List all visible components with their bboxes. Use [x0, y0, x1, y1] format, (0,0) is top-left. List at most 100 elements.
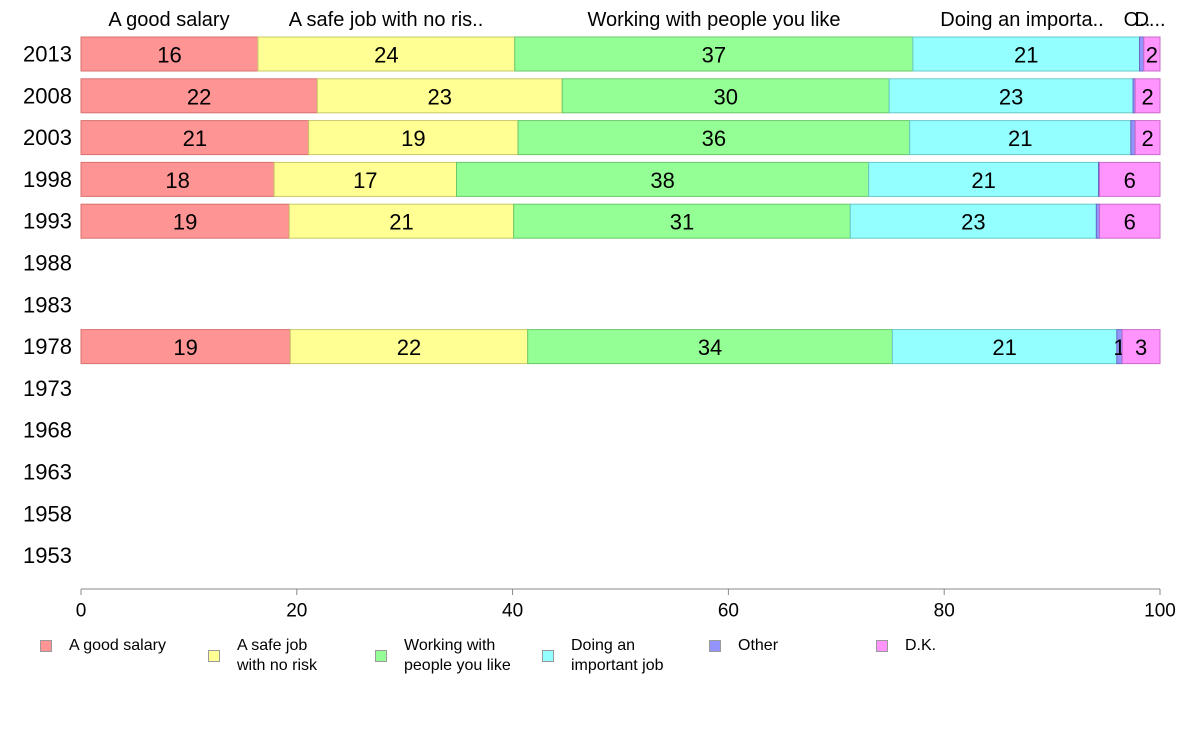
top-category-label: O..: [1124, 9, 1151, 31]
data-label: 21: [389, 210, 413, 235]
legend-item-safe-job: A safe job with no risk: [208, 636, 317, 676]
year-label: 1988: [23, 251, 72, 276]
data-label: 34: [698, 335, 722, 360]
bar-segment: [1143, 36, 1161, 72]
stacked-bar-chart: 2013200820031998199319881983197819731968…: [23, 9, 1176, 622]
top-category-label: D...: [1134, 9, 1165, 31]
bar-segment: [1134, 120, 1161, 156]
data-label: 21: [971, 168, 995, 193]
data-label: 19: [173, 210, 197, 235]
bar-segment: [80, 120, 310, 156]
data-label: 3: [1135, 335, 1147, 360]
x-tick-label: 80: [934, 601, 955, 622]
legend-item-other: Other: [709, 636, 778, 656]
legend-item-important-job: Doing an important job: [542, 636, 664, 676]
year-label: 1973: [23, 376, 72, 401]
legend-label: Doing an important job: [571, 637, 664, 674]
x-tick-label: 40: [502, 601, 523, 622]
bar-segment: [308, 120, 519, 156]
data-label: 30: [713, 84, 737, 109]
data-label: 2: [1141, 126, 1153, 151]
bar-segment: [849, 203, 1097, 239]
data-label: 21: [1008, 126, 1032, 151]
year-label: 1993: [23, 209, 72, 234]
year-label: 1983: [23, 292, 72, 317]
bar-segment: [1130, 120, 1136, 156]
bar-segment: [273, 161, 457, 197]
year-label: 2008: [23, 83, 72, 108]
year-label: 2003: [23, 125, 72, 150]
data-label: 17: [353, 168, 377, 193]
data-label: 23: [961, 210, 985, 235]
x-tick-label: 100: [1144, 601, 1176, 622]
data-label: 23: [999, 84, 1023, 109]
data-label: 24: [374, 43, 398, 68]
year-label: 2013: [23, 42, 72, 67]
top-category-label: Working with people you like: [587, 9, 840, 31]
data-label: 37: [702, 43, 726, 68]
year-label: 1963: [23, 460, 72, 485]
legend-label: Other: [738, 637, 779, 654]
x-tick-label: 20: [286, 601, 307, 622]
data-label: 21: [1014, 43, 1038, 68]
legend-swatch: [375, 650, 387, 662]
year-label: 1968: [23, 418, 72, 443]
bar-segment: [455, 161, 870, 197]
bar-segment: [80, 161, 275, 197]
legend-label: A safe job with no risk: [237, 637, 318, 674]
data-label: 6: [1124, 168, 1136, 193]
x-tick-label: 60: [718, 601, 739, 622]
data-label: 36: [702, 126, 726, 151]
legend-swatch: [208, 650, 220, 662]
legend-item-working-with-people: Working with people you like: [375, 636, 511, 676]
bar-segment: [1099, 161, 1161, 197]
data-label: 38: [650, 168, 674, 193]
data-label: 6: [1124, 210, 1136, 235]
bar-segment: [1121, 329, 1161, 365]
data-label: 31: [670, 210, 694, 235]
legend-item-dk: D.K.: [876, 636, 936, 656]
bar-segment: [257, 36, 516, 72]
data-label: 23: [428, 84, 452, 109]
bar-segment: [316, 78, 563, 114]
bar-segment: [80, 329, 291, 365]
bar-segment: [80, 78, 318, 114]
bar-segment: [1134, 78, 1161, 114]
bar-segment: [288, 203, 515, 239]
top-category-label: Doing an importa..: [940, 9, 1103, 31]
bar-segment: [289, 329, 529, 365]
data-label: 19: [173, 335, 197, 360]
bar-segment: [80, 203, 290, 239]
data-label: 16: [157, 43, 181, 68]
legend-label: D.K.: [905, 637, 937, 654]
bar-segment: [513, 203, 851, 239]
bar-segment: [868, 161, 1099, 197]
data-label: 2: [1141, 84, 1153, 109]
bar-segment: [80, 36, 259, 72]
year-label: 1958: [23, 501, 72, 526]
legend-swatch: [876, 640, 888, 652]
data-label: 19: [401, 126, 425, 151]
top-category-label: A good salary: [108, 9, 229, 31]
chart-legend: A good salary A safe job with no risk Wo…: [40, 636, 1150, 686]
data-label: 21: [992, 335, 1016, 360]
data-label: 22: [397, 335, 421, 360]
legend-swatch: [542, 650, 554, 662]
bar-segment: [517, 120, 911, 156]
bar-segment: [888, 78, 1134, 114]
legend-swatch: [709, 640, 721, 652]
data-label: 21: [183, 126, 207, 151]
data-label: 18: [165, 168, 189, 193]
x-tick-label: 0: [76, 601, 87, 622]
bar-segment: [1099, 203, 1161, 239]
top-category-label: A safe job with no ris..: [289, 9, 484, 31]
legend-label: Working with people you like: [404, 637, 511, 674]
bar-segment: [561, 78, 890, 114]
legend-swatch: [40, 640, 52, 652]
bar-segment: [891, 329, 1118, 365]
bar-segment: [514, 36, 914, 72]
legend-item-good-salary: A good salary: [40, 636, 166, 656]
bar-segment: [527, 329, 893, 365]
year-label: 1978: [23, 334, 72, 359]
bar-segment: [1138, 36, 1145, 72]
